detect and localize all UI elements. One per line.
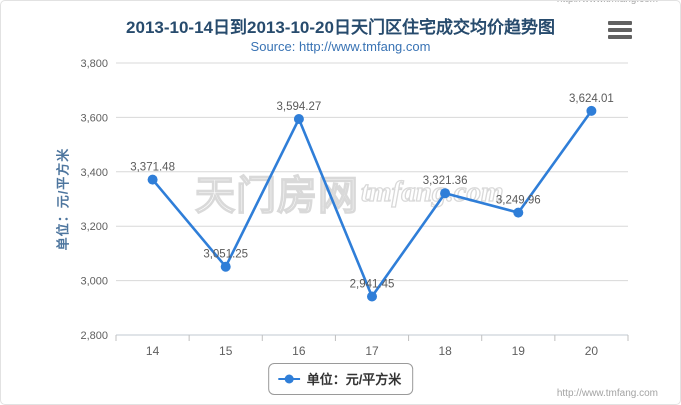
hamburger-icon: [608, 21, 632, 25]
hamburger-icon: [608, 28, 632, 32]
y-axis-tick-label: 3,400: [80, 167, 108, 179]
y-axis-tick-label: 3,000: [80, 276, 108, 288]
legend-marker-icon: [277, 374, 300, 383]
data-point-marker[interactable]: [513, 207, 524, 218]
x-axis-label: 15: [219, 344, 233, 358]
data-point-marker[interactable]: [440, 188, 451, 199]
x-axis-label: 19: [512, 344, 526, 358]
legend-label: 单位：元/平方米: [306, 372, 402, 387]
x-axis-label: 16: [292, 344, 306, 358]
x-axis-label: 20: [585, 344, 599, 358]
chart-title: 2013-10-14日到2013-10-20日天门区住宅成交均价趋势图: [126, 18, 555, 37]
hamburger-icon: [608, 35, 632, 39]
legend: 单位：元/平方米: [267, 363, 414, 395]
data-point-label: 3,371.48: [130, 162, 175, 174]
top-cropped-credits-link[interactable]: http://www.tmfang.com: [557, 1, 658, 5]
data-point-marker[interactable]: [367, 291, 377, 302]
data-point-label: 3,051.25: [203, 249, 248, 261]
chart-subtitle: Source: http://www.tmfang.com: [250, 39, 431, 54]
y-axis-tick-label: 3,800: [80, 58, 108, 70]
y-axis-tick-label: 3,200: [80, 221, 108, 233]
data-point-marker[interactable]: [147, 174, 158, 185]
y-axis-tick-label: 3,600: [80, 112, 108, 124]
x-axis-label: 17: [365, 344, 379, 358]
export-menu-button[interactable]: [607, 19, 633, 41]
data-point-label: 3,321.36: [423, 175, 468, 187]
data-point-marker[interactable]: [220, 261, 231, 272]
data-point-marker[interactable]: [586, 105, 597, 116]
data-point-marker[interactable]: [293, 114, 304, 124]
x-axis-label: 14: [146, 344, 160, 358]
data-point-label: 3,249.96: [496, 195, 541, 207]
x-axis-label: 18: [438, 344, 452, 358]
legend-item[interactable]: 单位：元/平方米: [267, 363, 414, 395]
data-point-label: 3,594.27: [277, 101, 322, 113]
y-axis-tick-label: 2,800: [80, 330, 108, 342]
credits-link[interactable]: http://www.tmfang.com: [556, 388, 658, 399]
data-point-label: 3,624.01: [569, 93, 614, 105]
data-point-label: 2,941.45: [350, 279, 395, 291]
